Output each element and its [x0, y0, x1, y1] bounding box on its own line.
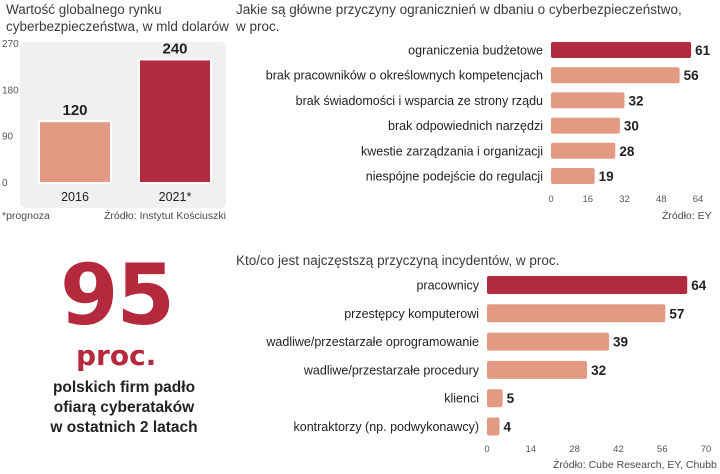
chart2-category-label: niespójne podejście do regulacji: [366, 170, 543, 184]
chart2-title: Jakie są główne przyczyny ogranicznień w…: [236, 1, 716, 35]
chart3-value-label: 32: [591, 363, 606, 378]
chart1-title-line1: Wartość globalnego rynku: [6, 2, 162, 17]
chart2-xtick-label: 32: [619, 194, 630, 205]
chart3-value-label: 4: [504, 420, 512, 435]
stat-number: 95: [60, 246, 175, 344]
chart3-value-label: 39: [613, 335, 628, 350]
chart2-category-label: brak pracowników o określownych kompeten…: [266, 69, 543, 83]
chart1-title-line2: cyberbezpieczeństwa, w mld dolarów: [6, 19, 229, 34]
chart3-category-label: wadliwe/przestarzałe oprogramowanie: [265, 335, 479, 349]
chart3-xtick-label: 14: [526, 444, 537, 455]
chart2-bar: [551, 117, 620, 134]
chart3-category-label: przestępcy komputerowi: [344, 307, 479, 321]
chart2-category-label: kwestie zarządzania i organizacji: [361, 144, 543, 158]
chart2-plot: ograniczenia budżetowe 61 brak pracowników…: [266, 42, 711, 205]
chart3-xtick-label: 28: [569, 444, 580, 455]
chart3-value-label: 57: [669, 306, 684, 321]
chart2-bar: [551, 67, 680, 84]
chart3-xtick-label: 56: [657, 444, 668, 455]
chart3-category-label: pracownicy: [416, 279, 479, 293]
stat-unit: proc.: [76, 339, 157, 372]
chart2-value-label: 30: [624, 119, 639, 134]
chart1-bar: [38, 120, 112, 184]
chart1-ytick-label: 90: [2, 132, 14, 143]
chart2-value-label: 19: [599, 169, 614, 184]
chart2-category-label: ograniczenia budżetowe: [408, 44, 543, 58]
chart3-bar: [487, 332, 610, 351]
chart1-value-label: 240: [162, 40, 187, 57]
chart3-source: Źródło: Cube Research, EY, Chubb: [553, 459, 717, 471]
chart1-category-label: 2016: [61, 190, 89, 204]
chart2-title-line2: w proc.: [236, 19, 280, 34]
chart2-value-label: 28: [619, 144, 635, 159]
chart3-bar: [487, 417, 500, 436]
chart3-category-label: klienci: [444, 392, 479, 406]
chart3-xtick-label: 0: [484, 444, 489, 455]
chart2-source: Źródło: EY: [662, 210, 712, 222]
chart2-value-label: 61: [695, 43, 711, 58]
chart2-bar: [551, 92, 625, 109]
chart1-category-label: 2021*: [159, 190, 192, 204]
chart2-xtick-label: 64: [693, 194, 704, 205]
chart3-xtick-label: 42: [613, 444, 624, 455]
chart2-bar: [551, 42, 692, 58]
chart1-value-label: 120: [62, 102, 87, 119]
stat-line3: w ostatnich 2 latach: [50, 419, 198, 436]
chart1-ytick-label: 180: [2, 85, 19, 96]
chart3-value-label: 5: [507, 391, 515, 406]
chart2-title-line1: Jakie są główne przyczyny ogranicznień w…: [236, 2, 682, 17]
chart3-bar: [487, 304, 666, 323]
chart2-value-label: 56: [684, 68, 700, 83]
chart1-note: *prognoza: [2, 210, 50, 222]
chart3-value-label: 64: [691, 278, 707, 293]
chart2-category-label: brak świadomości i wsparcia ze strony rz…: [296, 94, 543, 108]
chart2-category-label: brak odpowiednich narzędzi: [388, 119, 543, 133]
chart3-category-label: kontraktorzy (np. podwykonawcy): [294, 420, 480, 434]
chart1-title: Wartość globalnego rynku cyberbezpieczeń…: [6, 1, 230, 35]
chart1-bar: [138, 58, 212, 184]
chart2-bar: [551, 142, 616, 159]
chart1-ytick-label: 270: [2, 39, 19, 50]
chart1-ytick-label: 0: [2, 178, 8, 189]
chart3-title: Kto/co jest najczęstszą przyczyną incyde…: [236, 253, 560, 268]
chart3-bar: [487, 389, 503, 408]
chart2-xtick-label: 16: [582, 194, 593, 205]
stat-description: polskich firm padło ofiarą cyberataków w…: [18, 378, 230, 438]
stat-line2: ofiarą cyberataków: [53, 399, 195, 416]
chart2-bar: [551, 168, 595, 184]
chart3-xtick-label: 70: [701, 444, 712, 455]
chart3-bar: [487, 360, 588, 379]
chart2-value-label: 32: [629, 93, 644, 108]
chart3-category-label: wadliwe/przestarzałe procedury: [303, 363, 480, 377]
stat-line1: polskich firm padło: [52, 379, 196, 396]
chart2-xtick-label: 48: [656, 194, 667, 205]
chart2-xtick-label: 0: [548, 194, 553, 205]
chart1-source: Źródło: Instytut Kościuszki: [104, 210, 226, 222]
chart3-bar: [487, 276, 688, 294]
chart1-plot: 0 90 180 270 120 2016 240 2021*: [2, 39, 212, 204]
